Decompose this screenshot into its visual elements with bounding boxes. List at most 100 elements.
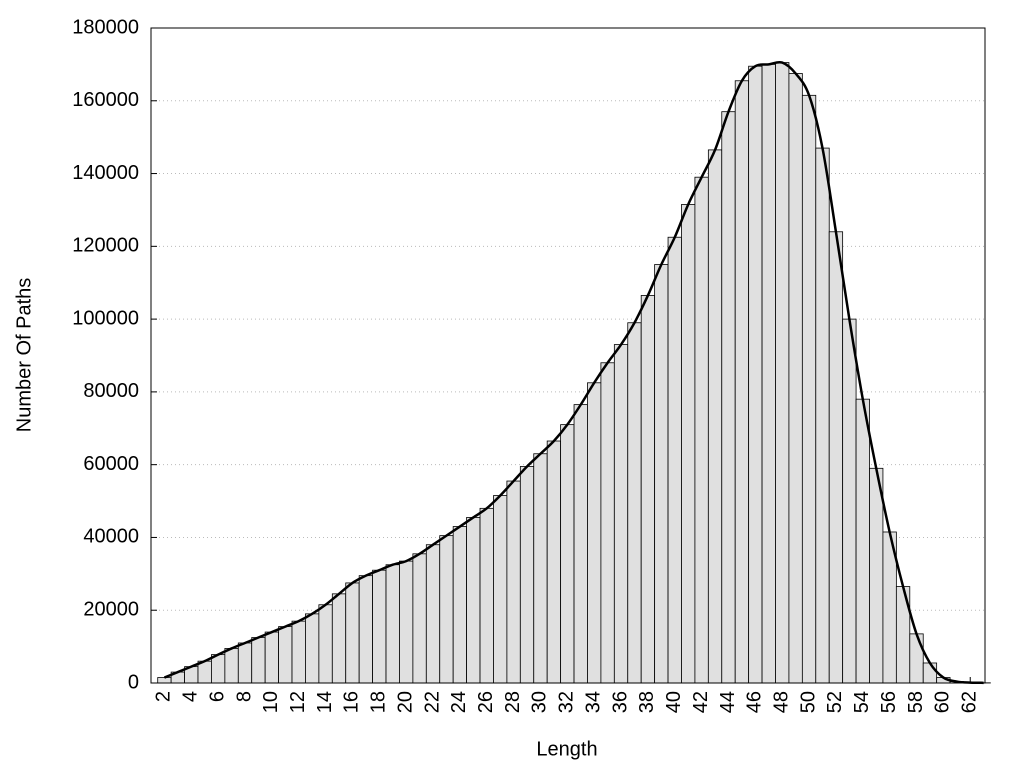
- x-tick-label: 12: [287, 691, 309, 713]
- x-tick-label: 56: [878, 691, 900, 713]
- x-tick-label: 14: [314, 691, 336, 713]
- bar: [291, 620, 306, 684]
- x-tick-label: 58: [905, 691, 927, 713]
- x-tick-label: 28: [502, 691, 524, 713]
- bar: [493, 495, 508, 684]
- x-tick-label: 16: [341, 691, 363, 713]
- bar: [546, 440, 562, 684]
- bar: [600, 362, 615, 684]
- x-tick-label: 54: [851, 691, 873, 713]
- bar: [734, 80, 750, 684]
- x-tick-label: 6: [206, 691, 228, 702]
- bar: [533, 453, 548, 684]
- bar: [211, 654, 226, 684]
- y-tick-label: 160000: [72, 89, 139, 111]
- bar: [264, 631, 279, 684]
- y-tick-label: 120000: [72, 235, 139, 257]
- x-tick-label: 22: [421, 691, 443, 713]
- plot-frame: [150, 27, 986, 684]
- bar: [775, 62, 790, 684]
- x-tick-label: 48: [770, 691, 792, 713]
- bar: [815, 147, 830, 684]
- y-tick-label: 80000: [83, 380, 139, 402]
- bar: [237, 642, 253, 684]
- x-tick-label: 34: [582, 691, 604, 713]
- bar: [425, 544, 441, 684]
- bar: [909, 633, 924, 684]
- bar: [372, 569, 387, 684]
- bar: [358, 575, 373, 684]
- bar: [399, 560, 414, 684]
- bar: [157, 677, 172, 684]
- bar: [506, 480, 521, 684]
- x-tick-label: 32: [556, 691, 578, 713]
- bar: [922, 662, 938, 684]
- x-tick-label: 18: [368, 691, 390, 713]
- y-tick-label: 60000: [83, 453, 139, 475]
- bar: [412, 553, 427, 684]
- bar: [842, 318, 857, 684]
- bar: [869, 467, 884, 684]
- x-tick-label: 8: [233, 691, 255, 702]
- bar: [385, 564, 400, 684]
- bar: [855, 398, 870, 684]
- bar: [667, 236, 682, 684]
- x-tick-label: 40: [663, 691, 685, 713]
- bar: [681, 204, 696, 684]
- x-tick-label: 36: [609, 691, 631, 713]
- x-tick-label: 52: [824, 691, 846, 713]
- bar: [305, 613, 320, 684]
- x-tick-label: 42: [690, 691, 712, 713]
- bar: [345, 582, 360, 684]
- bar: [278, 626, 293, 684]
- bar: [587, 382, 602, 684]
- y-axis-label: Number Of Paths: [13, 278, 35, 433]
- bar: [251, 637, 266, 684]
- bar: [694, 176, 709, 684]
- x-tick-label: 30: [529, 691, 551, 713]
- bar: [519, 466, 535, 684]
- bar: [331, 593, 347, 684]
- x-tick-label: 4: [180, 691, 202, 702]
- x-tick-label: 46: [744, 691, 766, 713]
- x-tick-label: 24: [448, 691, 470, 713]
- y-tick-label: 40000: [83, 526, 139, 548]
- y-tick-label: 180000: [72, 16, 139, 38]
- trend-line: [163, 60, 984, 685]
- x-tick-label: 2: [153, 691, 175, 702]
- bar: [318, 604, 333, 684]
- y-tick-label: 140000: [72, 162, 139, 184]
- bar: [801, 94, 817, 684]
- y-tick-label: 20000: [83, 599, 139, 621]
- x-tick-label: 38: [636, 691, 658, 713]
- bar: [640, 295, 656, 684]
- x-tick-label: 60: [932, 691, 954, 713]
- bar: [560, 424, 575, 684]
- x-axis-label: Length: [536, 738, 597, 760]
- x-tick-label: 26: [475, 691, 497, 713]
- x-tick-label: 20: [394, 691, 416, 713]
- bar: [627, 322, 642, 684]
- bar: [439, 535, 454, 684]
- bar: [573, 404, 588, 684]
- bar: [721, 111, 736, 684]
- bar: [654, 264, 669, 684]
- bar: [224, 648, 239, 684]
- x-tick-label: 10: [260, 691, 282, 713]
- bar: [479, 507, 494, 684]
- bar: [828, 231, 844, 684]
- y-tick-label: 0: [128, 671, 139, 693]
- bar: [707, 149, 723, 684]
- bar: [788, 73, 803, 684]
- bar: [613, 344, 629, 684]
- x-tick-label: 44: [717, 691, 739, 713]
- x-tick-label: 50: [797, 691, 819, 713]
- bar: [761, 63, 776, 684]
- bar: [748, 65, 763, 684]
- bar: [452, 526, 468, 684]
- x-tick-label: 62: [959, 691, 981, 713]
- bar: [466, 517, 481, 684]
- y-tick-label: 100000: [72, 307, 139, 329]
